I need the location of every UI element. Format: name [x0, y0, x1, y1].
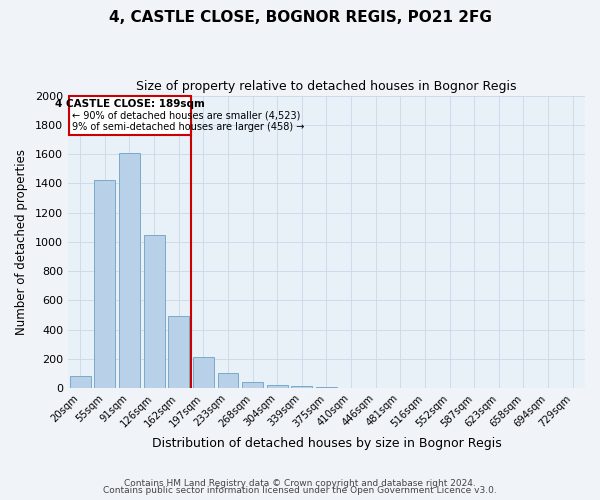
- Y-axis label: Number of detached properties: Number of detached properties: [15, 149, 28, 335]
- Bar: [70, 376, 91, 388]
- Text: Contains public sector information licensed under the Open Government Licence v3: Contains public sector information licen…: [103, 486, 497, 495]
- Bar: [218, 372, 238, 388]
- Bar: [119, 152, 140, 388]
- Bar: [143, 234, 164, 388]
- Bar: [69, 96, 191, 135]
- X-axis label: Distribution of detached houses by size in Bognor Regis: Distribution of detached houses by size …: [152, 437, 502, 450]
- Bar: [168, 316, 189, 388]
- Text: 4 CASTLE CLOSE: 189sqm: 4 CASTLE CLOSE: 189sqm: [55, 99, 205, 109]
- Text: ← 90% of detached houses are smaller (4,523): ← 90% of detached houses are smaller (4,…: [71, 110, 300, 120]
- Bar: [292, 386, 313, 388]
- Title: Size of property relative to detached houses in Bognor Regis: Size of property relative to detached ho…: [136, 80, 517, 93]
- Bar: [316, 386, 337, 388]
- Text: Contains HM Land Registry data © Crown copyright and database right 2024.: Contains HM Land Registry data © Crown c…: [124, 478, 476, 488]
- Text: 9% of semi-detached houses are larger (458) →: 9% of semi-detached houses are larger (4…: [71, 122, 304, 132]
- Bar: [94, 180, 115, 388]
- Bar: [242, 382, 263, 388]
- Bar: [193, 358, 214, 388]
- Bar: [267, 384, 287, 388]
- Text: 4, CASTLE CLOSE, BOGNOR REGIS, PO21 2FG: 4, CASTLE CLOSE, BOGNOR REGIS, PO21 2FG: [109, 10, 491, 25]
